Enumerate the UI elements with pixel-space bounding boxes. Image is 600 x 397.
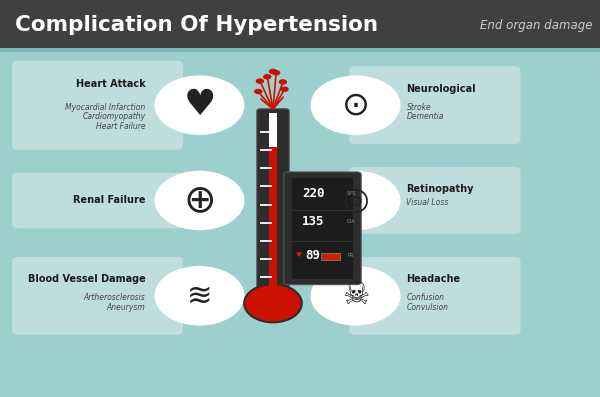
Circle shape xyxy=(311,75,401,135)
Text: Aneurysm: Aneurysm xyxy=(107,303,145,312)
Text: 89: 89 xyxy=(306,249,320,262)
Text: Convulsion: Convulsion xyxy=(407,303,449,312)
Text: Renal Failure: Renal Failure xyxy=(73,195,145,206)
Text: ⊙: ⊙ xyxy=(341,89,370,122)
Text: Retinopathy: Retinopathy xyxy=(407,183,474,194)
FancyBboxPatch shape xyxy=(0,48,600,52)
FancyBboxPatch shape xyxy=(260,204,272,206)
Circle shape xyxy=(272,70,280,75)
Text: PR: PR xyxy=(348,252,354,258)
Circle shape xyxy=(311,171,401,230)
Text: Artherosclerosis: Artherosclerosis xyxy=(84,293,145,302)
Text: End organ damage: End organ damage xyxy=(480,19,593,32)
Circle shape xyxy=(311,266,401,326)
Circle shape xyxy=(154,75,245,135)
Text: DIA: DIA xyxy=(347,220,355,224)
FancyBboxPatch shape xyxy=(12,173,183,228)
Text: Headache: Headache xyxy=(407,274,461,284)
FancyBboxPatch shape xyxy=(349,66,521,144)
Text: ⊕: ⊕ xyxy=(183,181,216,220)
Text: ≋: ≋ xyxy=(187,281,212,310)
FancyBboxPatch shape xyxy=(260,276,272,278)
FancyBboxPatch shape xyxy=(260,168,272,170)
Text: Myocardial Infarction: Myocardial Infarction xyxy=(65,103,145,112)
Text: ☠: ☠ xyxy=(342,281,369,310)
FancyBboxPatch shape xyxy=(292,178,353,279)
Text: ♥: ♥ xyxy=(184,88,215,122)
Text: Heart Attack: Heart Attack xyxy=(76,79,145,89)
Text: Heart Failure: Heart Failure xyxy=(96,122,145,131)
FancyBboxPatch shape xyxy=(257,109,289,296)
Text: SYS: SYS xyxy=(346,191,356,197)
Text: ◎: ◎ xyxy=(342,186,369,215)
FancyBboxPatch shape xyxy=(269,147,277,290)
Text: Blood Vessel Damage: Blood Vessel Damage xyxy=(28,274,145,284)
Text: Complication Of Hypertension: Complication Of Hypertension xyxy=(15,15,378,35)
Circle shape xyxy=(244,284,302,322)
FancyBboxPatch shape xyxy=(260,131,272,133)
FancyBboxPatch shape xyxy=(260,185,272,187)
FancyBboxPatch shape xyxy=(349,167,521,234)
Circle shape xyxy=(256,78,264,84)
FancyBboxPatch shape xyxy=(284,172,361,285)
Circle shape xyxy=(263,74,271,79)
Text: Confusion: Confusion xyxy=(407,293,445,302)
FancyBboxPatch shape xyxy=(260,222,272,224)
Text: Stroke: Stroke xyxy=(407,103,431,112)
FancyBboxPatch shape xyxy=(260,240,272,242)
Text: Neurological: Neurological xyxy=(407,83,476,94)
Text: ♥: ♥ xyxy=(296,252,302,258)
Circle shape xyxy=(154,171,245,230)
FancyBboxPatch shape xyxy=(0,0,600,48)
Circle shape xyxy=(279,79,287,85)
Circle shape xyxy=(280,87,289,92)
FancyBboxPatch shape xyxy=(260,258,272,260)
FancyBboxPatch shape xyxy=(321,254,340,260)
Circle shape xyxy=(254,89,262,94)
Text: 220: 220 xyxy=(302,187,325,200)
Text: Cardiomyopathy: Cardiomyopathy xyxy=(82,112,145,121)
FancyBboxPatch shape xyxy=(260,149,272,151)
Text: 135: 135 xyxy=(302,215,325,228)
Circle shape xyxy=(269,69,277,74)
FancyBboxPatch shape xyxy=(269,113,277,290)
Text: Dementia: Dementia xyxy=(407,112,444,121)
FancyBboxPatch shape xyxy=(349,257,521,335)
FancyBboxPatch shape xyxy=(12,257,183,335)
FancyBboxPatch shape xyxy=(12,61,183,150)
Text: Visual Loss: Visual Loss xyxy=(407,198,449,207)
Circle shape xyxy=(154,266,245,326)
